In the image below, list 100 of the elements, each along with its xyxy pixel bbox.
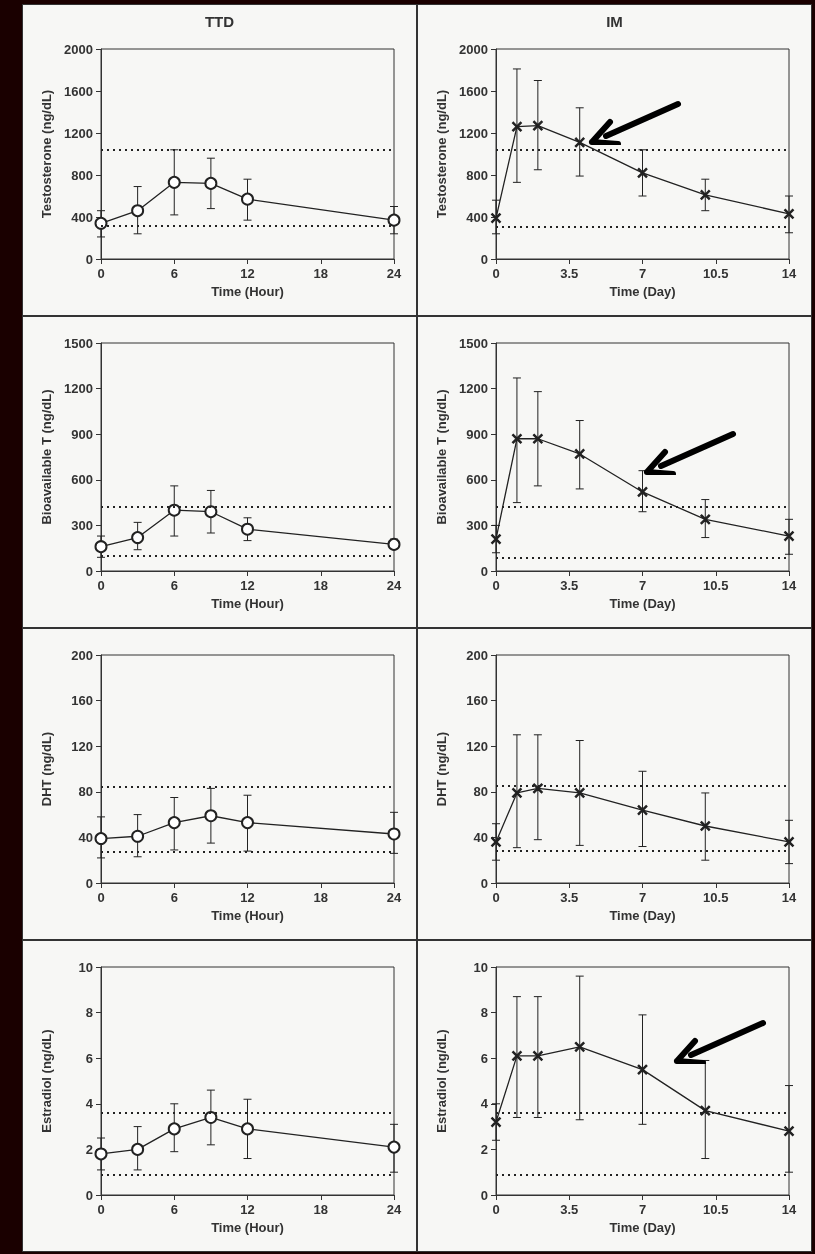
y-tick-label: 0 (85, 563, 93, 579)
x-tick-label: 24 (386, 266, 402, 281)
y-axis-title: DHT (ng/dL) (434, 731, 449, 807)
x-tick-label: 18 (313, 266, 328, 281)
y-tick-label: 8 (480, 1005, 488, 1021)
y-tick-label: 0 (480, 251, 488, 267)
y-tick-label: 2 (480, 1141, 488, 1157)
y-tick-label: 1200 (64, 381, 93, 397)
x-tick-label: 3.5 (560, 890, 579, 905)
point (167, 175, 181, 189)
y-tick-label: 6 (85, 1050, 93, 1066)
y-tick-label: 900 (71, 426, 93, 442)
y-tick-label: 80 (78, 784, 93, 800)
point (511, 121, 523, 132)
x-tick-label: 10.5 (703, 578, 729, 593)
point (783, 208, 795, 219)
point (532, 433, 543, 444)
x-tick-label: 24 (386, 1202, 402, 1217)
x-tick-label: 6 (170, 1202, 178, 1217)
point (511, 1050, 523, 1062)
chart-title: IM (606, 13, 623, 30)
x-axis-title: Time (Day) (609, 1219, 676, 1235)
x-tick-label: 12 (240, 266, 255, 281)
x-tick-label: 18 (313, 1202, 328, 1217)
point (490, 212, 502, 224)
y-tick-label: 0 (85, 1187, 93, 1203)
point (387, 827, 401, 841)
point (490, 533, 502, 545)
y-tick-label: 10 (78, 959, 93, 975)
point (511, 787, 523, 799)
y-tick-label: 0 (480, 563, 488, 579)
point (131, 829, 145, 843)
x-tick-label: 18 (313, 578, 328, 593)
y-axis-title: Testosterone (ng/dL) (434, 89, 449, 219)
x-tick-label: 14 (781, 266, 797, 281)
point (532, 1050, 543, 1062)
point (94, 832, 108, 846)
x-tick-label: 0 (492, 266, 500, 281)
y-tick-label: 1200 (459, 125, 488, 141)
point (387, 1140, 401, 1154)
point (700, 1105, 711, 1116)
point (511, 433, 523, 444)
x-axis-title: Time (Day) (609, 595, 676, 611)
x-tick-label: 7 (638, 578, 647, 593)
x-tick-label: 7 (638, 266, 647, 281)
x-tick-label: 10.5 (703, 266, 729, 281)
x-tick-label: 12 (240, 1202, 255, 1217)
point (387, 213, 401, 227)
point (167, 816, 181, 830)
x-tick-label: 10.5 (703, 890, 729, 905)
point (490, 1116, 502, 1128)
point (167, 1122, 181, 1136)
point (131, 531, 145, 545)
point (131, 204, 145, 218)
point (131, 1142, 145, 1156)
point (783, 1126, 795, 1137)
x-tick-label: 0 (97, 1202, 105, 1217)
y-axis-title: Estradiol (ng/dL) (434, 1029, 449, 1133)
y-tick-label: 4 (480, 1096, 489, 1112)
point (783, 836, 795, 848)
x-axis-title: Time (Day) (609, 907, 676, 923)
x-tick-label: 24 (386, 890, 402, 905)
x-axis-title: Time (Hour) (211, 595, 284, 611)
y-tick-label: 80 (473, 784, 488, 800)
point (700, 189, 711, 201)
point (700, 514, 711, 525)
y-tick-label: 2 (85, 1141, 93, 1157)
point (574, 137, 585, 148)
y-tick-label: 120 (466, 738, 488, 754)
y-tick-label: 1600 (459, 83, 488, 99)
x-tick-label: 14 (781, 890, 797, 905)
y-tick-label: 300 (466, 517, 488, 533)
y-tick-label: 0 (85, 875, 93, 891)
point (574, 787, 585, 799)
y-axis-title: DHT (ng/dL) (39, 731, 54, 807)
point (204, 505, 218, 519)
point (700, 820, 711, 832)
point (574, 1041, 585, 1052)
point (532, 120, 543, 131)
x-axis-title: Time (Day) (609, 283, 676, 299)
y-axis-title: Bioavailable T (ng/dL) (39, 389, 54, 525)
y-tick-label: 400 (71, 209, 93, 225)
x-tick-label: 10.5 (703, 1202, 729, 1217)
y-tick-label: 200 (71, 647, 93, 663)
point (204, 1110, 218, 1124)
y-tick-label: 160 (71, 693, 93, 709)
y-tick-label: 0 (480, 1187, 488, 1203)
y-axis-title: Bioavailable T (ng/dL) (434, 389, 449, 525)
y-tick-label: 160 (466, 693, 488, 709)
y-tick-label: 900 (466, 426, 488, 442)
y-tick-label: 1500 (459, 335, 488, 351)
x-tick-label: 6 (170, 266, 178, 281)
y-tick-label: 120 (71, 738, 93, 754)
x-tick-label: 7 (638, 890, 647, 905)
x-tick-label: 3.5 (560, 266, 579, 281)
y-tick-label: 800 (71, 167, 93, 183)
point (532, 783, 543, 794)
y-tick-label: 0 (480, 875, 488, 891)
point (241, 192, 254, 206)
x-tick-label: 12 (240, 890, 255, 905)
